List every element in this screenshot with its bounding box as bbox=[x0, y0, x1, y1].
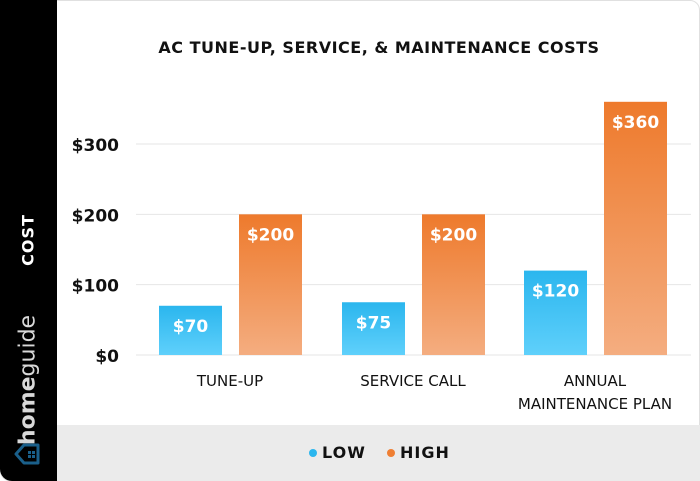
bar-high bbox=[422, 214, 485, 355]
legend-dot bbox=[309, 448, 317, 457]
x-tick-label: TUNE-UP bbox=[196, 372, 263, 390]
bar-chart: AC TUNE-UP, SERVICE, & MAINTENANCE COSTS… bbox=[72, 38, 691, 413]
data-label: $200 bbox=[247, 225, 294, 245]
sidebar: COST homeguide bbox=[0, 0, 57, 481]
data-label: $360 bbox=[612, 113, 659, 133]
legend-item-high: HIGH bbox=[387, 443, 450, 462]
bar-low bbox=[524, 270, 587, 355]
bar-low bbox=[159, 305, 222, 355]
x-tick-label: SERVICE CALL bbox=[360, 372, 466, 390]
y-axis-label: COST bbox=[18, 214, 38, 266]
data-label: $70 bbox=[173, 317, 209, 337]
legend-dot bbox=[387, 448, 395, 457]
y-tick-label: $100 bbox=[72, 277, 119, 297]
legend bbox=[57, 425, 700, 481]
y-tick-label: $300 bbox=[72, 136, 119, 156]
data-label: $200 bbox=[430, 225, 477, 245]
y-tick-label: $200 bbox=[72, 206, 119, 226]
chart-title: AC TUNE-UP, SERVICE, & MAINTENANCE COSTS bbox=[158, 38, 599, 57]
x-tick-label: ANNUAL bbox=[564, 372, 627, 390]
homeguide-logo: homeguide bbox=[15, 314, 41, 446]
x-tick-label: MAINTENANCE PLAN bbox=[518, 395, 672, 413]
y-tick-label: $0 bbox=[95, 347, 119, 367]
data-label: $120 bbox=[532, 282, 579, 302]
bar-low bbox=[342, 302, 405, 355]
legend-item-low: LOW bbox=[309, 443, 366, 462]
bar-high bbox=[604, 101, 667, 355]
data-label: $75 bbox=[356, 313, 392, 333]
bar-high bbox=[239, 214, 302, 355]
house-icon bbox=[14, 443, 40, 465]
